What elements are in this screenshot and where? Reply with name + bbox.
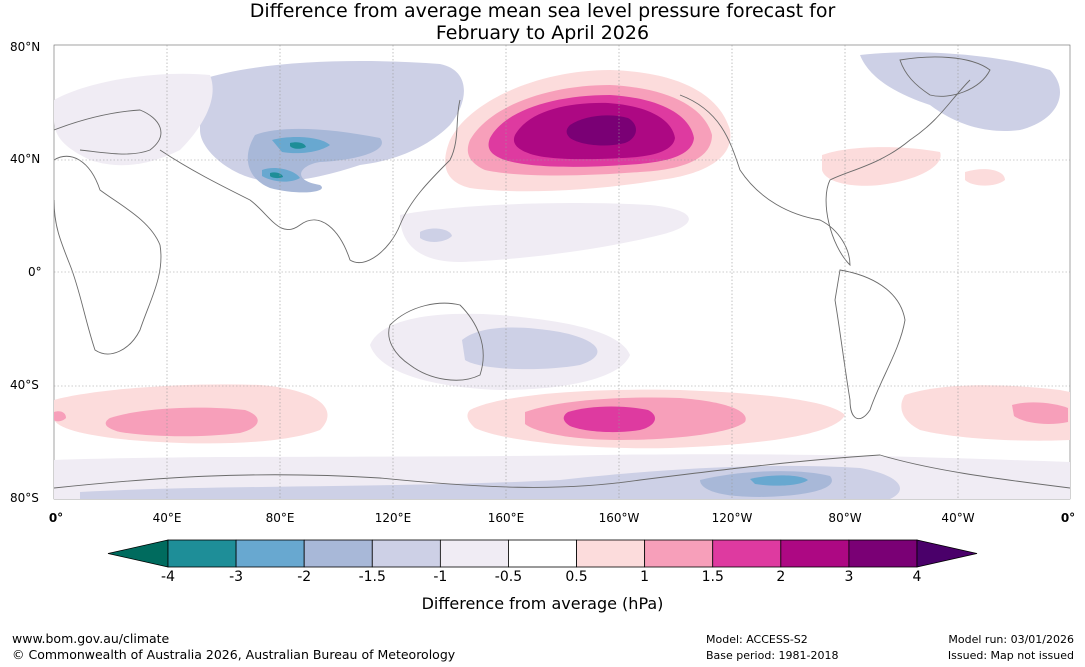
anomaly-region-sindian-1 xyxy=(105,407,258,437)
lat-label-0: 0° xyxy=(28,265,42,279)
model-name: Model: ACCESS-S2 xyxy=(706,633,808,646)
lon-label-80w: 80°W xyxy=(828,511,862,525)
lon-label-40e: 40°E xyxy=(152,511,182,525)
anomaly-region-satl-1 xyxy=(1012,402,1068,424)
colorbar-tick-label: -2 xyxy=(297,569,312,585)
chart-title: Difference from average mean sea level p… xyxy=(0,0,1085,44)
anomaly-region-antarctic-2 xyxy=(750,475,808,486)
anomaly-region-arctic-neg xyxy=(54,73,213,166)
lon-label-0-right: 0° xyxy=(1060,511,1076,525)
coastline-australia xyxy=(388,302,484,381)
lon-label-0-left: 0° xyxy=(48,511,64,525)
base-period: Base period: 1981-2018 xyxy=(706,649,839,662)
gridlines xyxy=(54,45,1070,499)
colorbar-tick-label: 4 xyxy=(912,569,922,585)
anomaly-region-satl-edge xyxy=(54,411,66,422)
issued-status: Issued: Map not issued xyxy=(947,649,1074,662)
colorbar-segment xyxy=(712,539,782,568)
website-link[interactable]: www.bom.gov.au/climate xyxy=(12,631,170,646)
lon-label-160w: 160°W xyxy=(598,511,640,525)
colorbar-label: Difference from average (hPa) xyxy=(421,594,664,613)
anomaly-region-nwatl-pos xyxy=(822,147,1005,186)
anomaly-region-satl-05 xyxy=(901,385,1070,441)
anomaly-region-pacific-neg xyxy=(420,228,452,242)
colorbar-extend-low xyxy=(107,539,169,568)
anomaly-region-npac-3 xyxy=(566,115,636,146)
model-run: Model run: 03/01/2026 xyxy=(948,633,1074,646)
colorbar-segment xyxy=(371,539,441,568)
colorbar-segment xyxy=(780,539,850,568)
lat-label-40n: 40°N xyxy=(10,152,41,166)
lon-label-160e: 160°E xyxy=(487,511,525,525)
colorbar-tick-label: -4 xyxy=(161,569,175,585)
colorbar-tick-label: 2 xyxy=(776,569,786,585)
anomaly-region-tibet-min xyxy=(270,142,306,179)
title-line-1: Difference from average mean sea level p… xyxy=(249,0,836,22)
colorbar-tick-label: -1.5 xyxy=(358,569,386,585)
coastline-greenland xyxy=(899,56,991,97)
colorbar-tick-label: 3 xyxy=(844,569,854,585)
title-line-2: February to April 2026 xyxy=(435,22,650,44)
colorbar-segment xyxy=(303,539,373,568)
colorbar-segment xyxy=(439,539,509,568)
colorbar-tick-label: 0.5 xyxy=(565,569,588,585)
colorbar-extend-high xyxy=(916,539,978,568)
lat-label-80s: 80°S xyxy=(10,491,39,505)
coastline-europe xyxy=(54,109,162,155)
lat-label-80n: 80°N xyxy=(10,40,41,54)
coastline-africa xyxy=(54,155,162,355)
colorbar-segment xyxy=(235,539,305,568)
anomaly-region-antarctic-1 xyxy=(80,465,900,499)
colorbar-tick-label: -1 xyxy=(433,569,448,585)
lon-label-80e: 80°E xyxy=(265,511,295,525)
copyright-text: © Commonwealth of Australia 2026, Austra… xyxy=(12,647,456,662)
colorbar-tick-label: -3 xyxy=(229,569,244,585)
colorbar-segment xyxy=(167,539,237,568)
lon-label-120e: 120°E xyxy=(374,511,412,525)
colorbar-tick-label: 1 xyxy=(640,569,650,585)
coastline-asia xyxy=(159,99,461,263)
coastline-north-america xyxy=(679,79,971,267)
colorbar-segment xyxy=(576,539,646,568)
colorbar-segment xyxy=(644,539,714,568)
colorbar-tick-label: -0.5 xyxy=(494,569,523,585)
coastline-antarctica xyxy=(54,454,1070,489)
colorbar-segment xyxy=(508,539,577,568)
anomaly-region-tropics-neg xyxy=(400,203,689,262)
lon-label-40w: 40°W xyxy=(941,511,975,525)
anomaly-region-spac-15 xyxy=(563,406,655,433)
anomaly-region-tibet-core xyxy=(262,137,330,182)
lon-label-120w: 120°W xyxy=(711,511,753,525)
anomaly-region-aus-neg-core xyxy=(462,327,598,370)
colorbar-segment xyxy=(848,539,918,568)
lat-label-40s: 40°S xyxy=(10,378,39,392)
anomaly-region-greenland-neg xyxy=(860,52,1060,131)
coastline-south-america xyxy=(834,269,906,420)
colorbar-tick-label: 1.5 xyxy=(701,569,724,585)
